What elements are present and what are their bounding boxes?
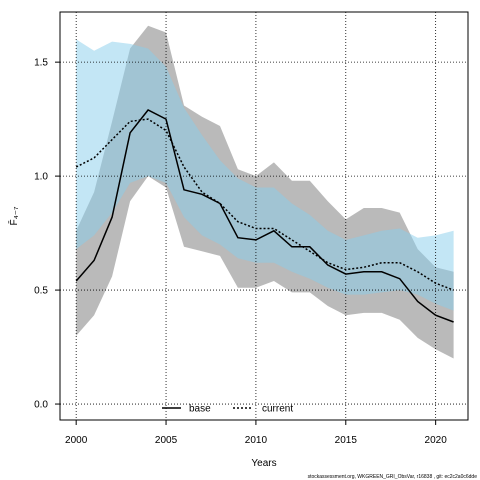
x-axis-title: Years [251, 458, 276, 469]
series-line-current [75, 118, 454, 291]
x-tick-label: 2010 [245, 435, 268, 446]
confidence-bands [76, 25, 454, 359]
legend: base current [162, 404, 293, 415]
series-lines [75, 109, 454, 323]
y-tick-label: 1.0 [34, 172, 48, 183]
band-current [76, 39, 454, 311]
legend-label-current: current [262, 404, 293, 415]
y-tick-label: 0.5 [34, 286, 48, 297]
y-axis: 0.0 0.5 1.0 1.5 [34, 58, 60, 411]
series-line-base [75, 109, 454, 323]
x-axis: 2000 2005 2010 2015 2020 [65, 420, 447, 446]
plot-frame [59, 11, 469, 421]
x-tick-label: 2000 [65, 435, 88, 446]
grid-lines [60, 12, 468, 420]
x-tick-label: 2020 [425, 435, 448, 446]
y-axis-title: F̄₄₋₇ [7, 206, 20, 225]
y-tick-label: 0.0 [34, 400, 48, 411]
footer-note: stockassessment.org, WKGREEN_GRI_ObsVar,… [308, 474, 478, 480]
legend-label-base: base [189, 404, 211, 415]
y-tick-label: 1.5 [34, 58, 48, 69]
x-tick-label: 2005 [155, 435, 178, 446]
x-tick-label: 2015 [335, 435, 358, 446]
